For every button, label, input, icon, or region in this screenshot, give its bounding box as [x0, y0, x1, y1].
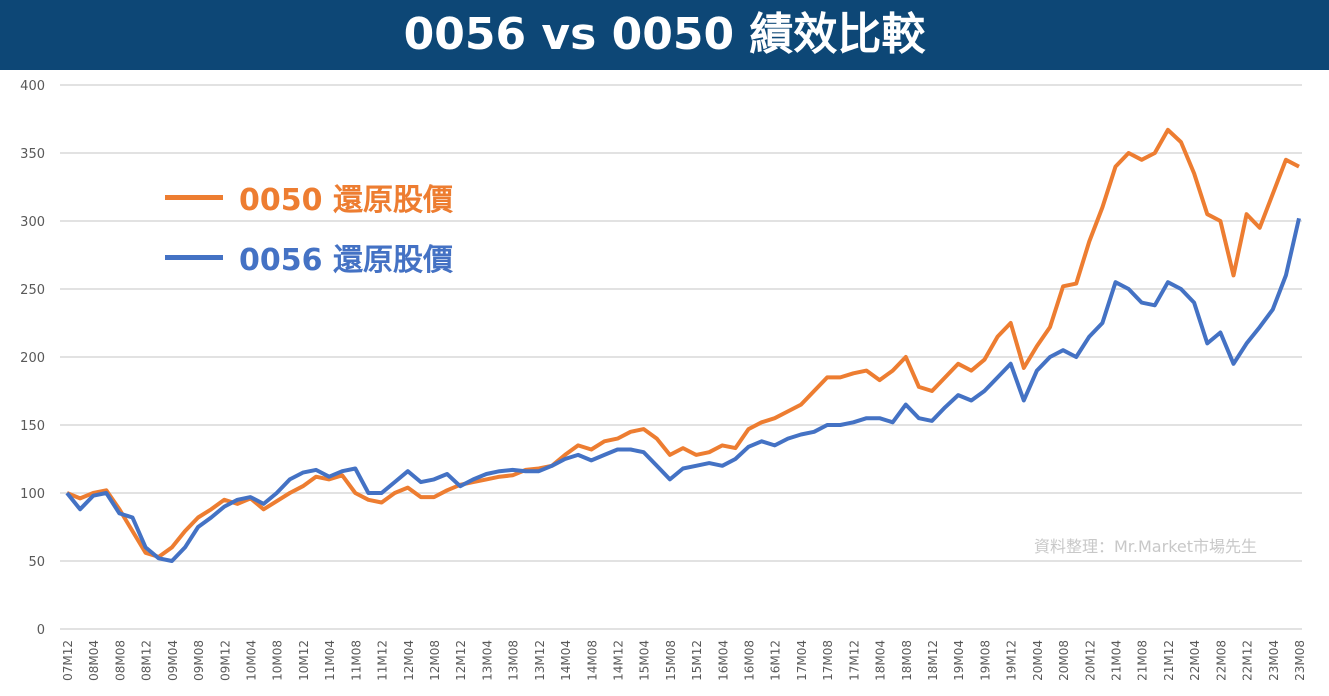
- x-tick-label: 09M12: [218, 640, 232, 681]
- y-tick-label: 300: [20, 215, 45, 230]
- legend-label-0056: 0056 還原股價: [239, 243, 453, 278]
- legend-swatch-0056: [165, 254, 223, 260]
- x-tick-label: 17M12: [847, 640, 861, 681]
- y-tick-label: 0: [37, 623, 45, 638]
- x-tick-label: 12M12: [454, 640, 468, 681]
- x-tick-label: 14M08: [585, 640, 599, 681]
- legend-swatch-0050: [165, 194, 223, 200]
- x-tick-label: 22M12: [1241, 640, 1255, 681]
- x-tick-label: 19M04: [952, 640, 966, 681]
- y-tick-label: 250: [20, 283, 45, 298]
- watermark: 資料整理：Mr.Market市場先生: [1034, 537, 1258, 556]
- x-tick-label: 21M08: [1136, 640, 1150, 681]
- legend-item-0056: 0056 還原股價: [165, 235, 453, 279]
- y-tick-label: 150: [20, 419, 45, 434]
- y-tick-label: 50: [28, 555, 45, 570]
- x-tick-label: 22M08: [1214, 640, 1228, 681]
- x-tick-label: 12M08: [428, 640, 442, 681]
- legend-item-0050: 0050 還原股價: [165, 175, 453, 219]
- x-tick-label: 20M04: [1031, 640, 1045, 681]
- y-tick-label: 200: [20, 351, 45, 366]
- x-tick-label: 13M12: [533, 640, 547, 681]
- x-tick-label: 08M12: [140, 640, 154, 681]
- x-tick-label: 10M12: [297, 640, 311, 681]
- x-tick-label: 07M12: [61, 640, 75, 681]
- x-tick-label: 15M12: [690, 640, 704, 681]
- x-tick-label: 13M08: [507, 640, 521, 681]
- x-tick-label: 18M04: [874, 640, 888, 681]
- x-tick-label: 20M12: [1083, 640, 1097, 681]
- series-line-0056: [65, 217, 1301, 563]
- x-tick-label: 09M08: [192, 640, 206, 681]
- x-tick-label: 11M04: [323, 640, 337, 681]
- x-tick-label: 14M12: [611, 640, 625, 681]
- y-tick-label: 400: [20, 79, 45, 94]
- x-tick-label: 21M04: [1110, 640, 1124, 681]
- x-tick-label: 14M04: [559, 640, 573, 681]
- x-tick-label: 16M04: [716, 640, 730, 681]
- x-tick-label: 11M12: [376, 640, 390, 681]
- x-tick-label: 20M08: [1057, 640, 1071, 681]
- chart-title: 0056 vs 0050 績效比較: [0, 0, 1329, 70]
- x-tick-label: 09M04: [166, 640, 180, 681]
- x-tick-label: 13M04: [480, 640, 494, 681]
- x-tick-label: 23M04: [1267, 640, 1281, 681]
- y-tick-label: 350: [20, 147, 45, 162]
- x-tick-label: 10M08: [271, 640, 285, 681]
- x-tick-label: 16M08: [743, 640, 757, 681]
- x-tick-label: 18M08: [900, 640, 914, 681]
- x-tick-label: 19M12: [1005, 640, 1019, 681]
- x-tick-label: 17M04: [795, 640, 809, 681]
- x-tick-label: 22M04: [1188, 640, 1202, 681]
- x-tick-label: 08M04: [87, 640, 101, 681]
- x-tick-label: 12M04: [402, 640, 416, 681]
- x-tick-label: 23M08: [1293, 640, 1307, 681]
- x-tick-label: 15M04: [638, 640, 652, 681]
- legend-label-0050: 0050 還原股價: [239, 183, 453, 218]
- x-tick-label: 15M08: [664, 640, 678, 681]
- x-tick-label: 18M12: [926, 640, 940, 681]
- x-tick-label: 11M08: [349, 640, 363, 681]
- x-tick-label: 16M12: [769, 640, 783, 681]
- x-tick-label: 19M08: [978, 640, 992, 681]
- x-tick-label: 08M08: [113, 640, 127, 681]
- series-line-0050: [66, 127, 1300, 559]
- y-tick-label: 100: [20, 487, 45, 502]
- x-tick-label: 21M12: [1162, 640, 1176, 681]
- x-tick-label: 17M08: [821, 640, 835, 681]
- x-tick-label: 10M04: [244, 640, 258, 681]
